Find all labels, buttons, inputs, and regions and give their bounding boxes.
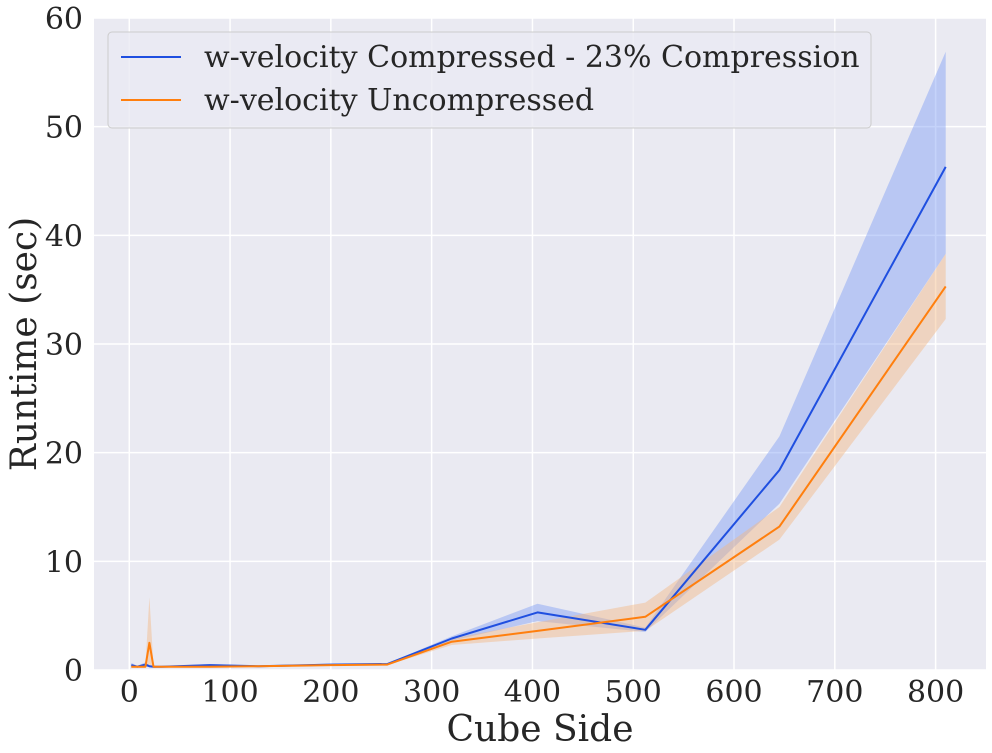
y-tick-label: 30 — [45, 328, 83, 363]
x-tick-label: 400 — [504, 675, 561, 710]
legend-box — [107, 31, 872, 129]
y-tick-label: 20 — [45, 437, 83, 472]
x-tick-label: 800 — [907, 675, 964, 710]
legend-label-compressed: w-velocity Compressed - 23% Compression — [204, 40, 860, 75]
x-tick-label: 200 — [302, 675, 359, 710]
series-lines — [131, 166, 947, 668]
x-tick-label: 700 — [806, 675, 863, 710]
y-tick-labels: 0 10 20 30 40 50 60 — [45, 2, 83, 689]
x-tick-label: 0 — [120, 675, 139, 710]
confidence-band — [131, 253, 946, 668]
x-tick-label: 600 — [705, 675, 762, 710]
x-tick-label: 100 — [201, 675, 258, 710]
series-line — [131, 285, 947, 668]
x-tick-labels: 0 100 200 300 400 500 600 700 800 — [120, 675, 965, 710]
y-axis-label: Runtime (sec) — [4, 217, 45, 471]
legend-label-uncompressed: w-velocity Uncompressed — [204, 83, 594, 118]
legend: w-velocity Compressed - 23% Compression … — [107, 31, 872, 129]
y-tick-label: 10 — [45, 545, 83, 580]
x-tick-label: 300 — [403, 675, 460, 710]
y-tick-label: 40 — [45, 219, 83, 254]
y-tick-label: 60 — [45, 2, 83, 37]
x-axis-label: Cube Side — [446, 709, 633, 750]
y-tick-label: 0 — [64, 654, 83, 689]
x-tick-label: 500 — [605, 675, 662, 710]
y-tick-label: 50 — [45, 111, 83, 146]
